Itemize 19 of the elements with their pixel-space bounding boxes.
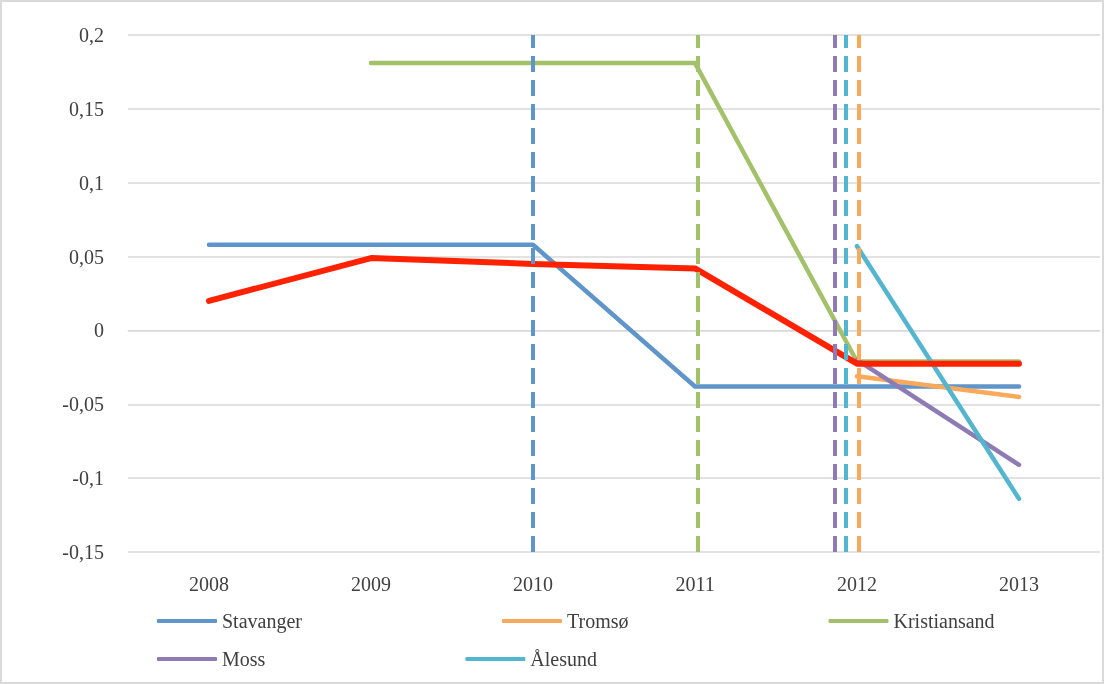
x-tick-label: 2011: [675, 573, 715, 595]
y-tick-label: -0,1: [72, 467, 104, 490]
x-tick-label: 2010: [513, 573, 553, 595]
y-tick-label: 0,15: [69, 97, 104, 120]
y-tick-label: 0,2: [79, 24, 104, 46]
legend-label: Moss: [222, 648, 266, 670]
y-tick-label: 0,1: [79, 171, 104, 194]
x-tick-label: 2012: [837, 573, 877, 595]
legend-label: Tromsø: [566, 610, 629, 632]
x-tick-label: 2008: [189, 573, 229, 595]
y-tick-label: -0,15: [62, 541, 104, 563]
x-tick-label: 2013: [999, 573, 1039, 595]
y-tick-label: -0,05: [62, 393, 104, 416]
x-tick-label: 2009: [351, 573, 391, 595]
legend-label: Stavanger: [222, 610, 303, 633]
legend-label: Kristiansand: [893, 610, 995, 632]
y-tick-label: 0: [94, 319, 104, 342]
y-tick-label: 0,05: [69, 245, 104, 268]
legend-label: Ålesund: [530, 648, 598, 670]
